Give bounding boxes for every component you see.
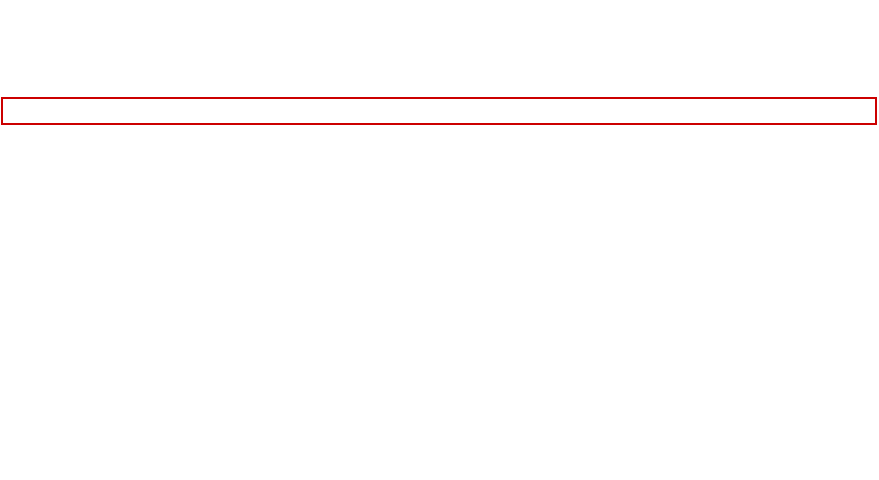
- text-input[interactable]: [3, 99, 875, 123]
- highlighted-input-box[interactable]: [1, 97, 877, 125]
